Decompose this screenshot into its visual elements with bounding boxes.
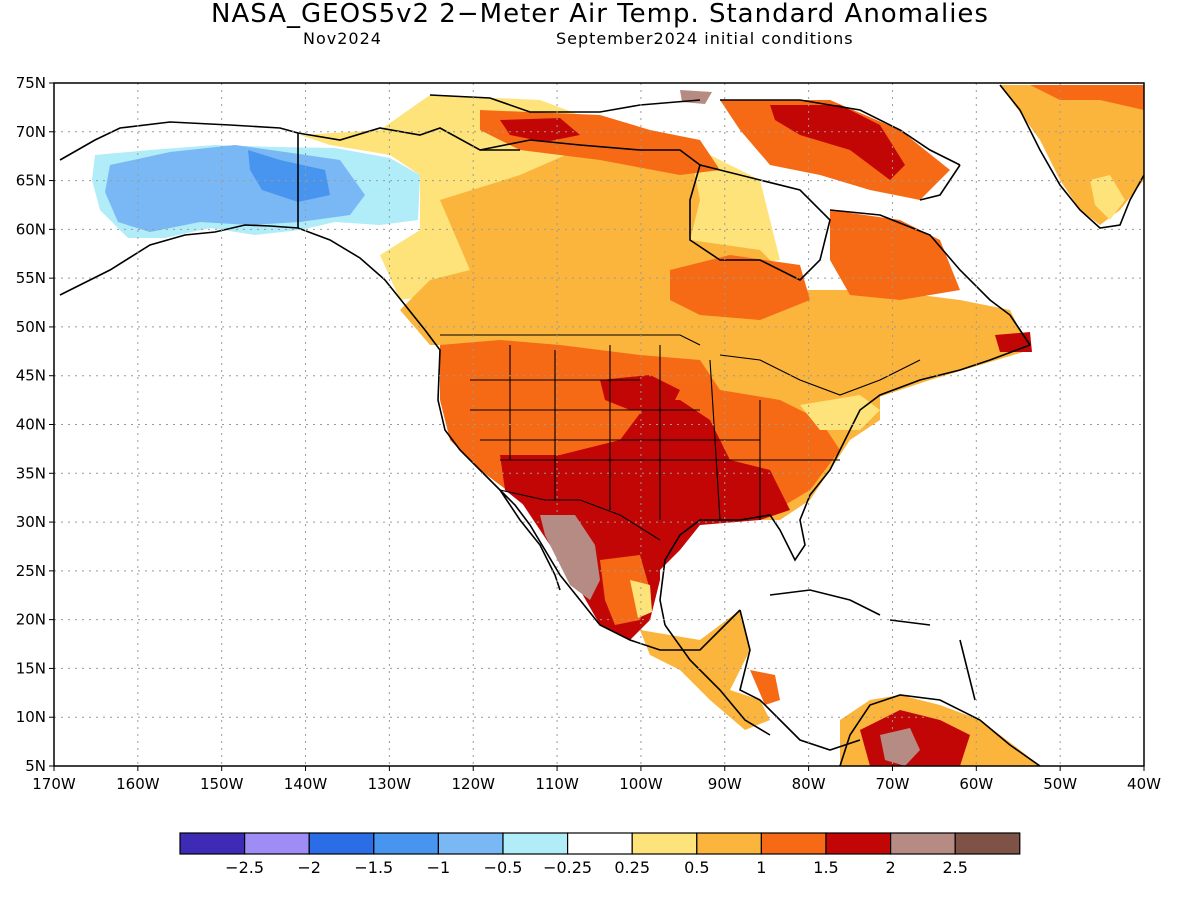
colorbar-swatch (179, 832, 246, 855)
colorbar-label: −1.5 (354, 858, 393, 877)
lon-tick-label: 40W (1127, 775, 1161, 793)
colorbar-swatch (502, 832, 569, 855)
baffin-hot (770, 105, 905, 180)
colorbar-label: 1 (756, 858, 766, 877)
initial-conditions: September2024 initial conditions (556, 29, 854, 48)
lat-tick-label: 50N (16, 318, 46, 336)
lat-tick-label: 45N (16, 367, 46, 385)
greenland-warm (1000, 85, 1144, 225)
lat-tick-label: 30N (16, 513, 46, 531)
longitude-axis: 170W 160W 150W 140W 130W 120W 110W 100W 90W 80W 70… (32, 766, 1161, 793)
colorbar-label: −0.5 (484, 858, 523, 877)
lon-tick-label: 130W (368, 775, 412, 793)
lon-tick-label: 100W (619, 775, 663, 793)
lon-tick-label: 70W (876, 775, 910, 793)
mexico-light-core (630, 580, 652, 618)
alaska-cold-strong (248, 150, 330, 202)
lat-tick-label: 70N (16, 123, 46, 141)
colorbar-swatch (566, 832, 633, 855)
lon-tick-label: 150W (200, 775, 244, 793)
lon-tick-label: 60W (959, 775, 993, 793)
latitude-axis: 75N 70N 65N 60N 55N 50N 45N 40N 35N 30N 25N 20N 15N 1… (16, 74, 54, 775)
south-america-coast (839, 694, 1041, 766)
canada-arctic-coast (297, 94, 961, 228)
hudson-east-warm (830, 210, 960, 300)
colorbar-swatch (696, 832, 762, 855)
labrador-coast (829, 164, 1031, 346)
map-title: NASA_GEOS5v2 2−Meter Air Temp. Standard … (211, 0, 989, 29)
hudson-bay (689, 164, 831, 281)
colorbar-swatch (244, 832, 310, 855)
lon-tick-label: 170W (32, 775, 76, 793)
state-lines (470, 345, 840, 521)
lat-tick-label: 10N (16, 708, 46, 726)
lon-tick-label: 140W (284, 775, 328, 793)
greenland-light (1090, 175, 1125, 220)
lat-tick-label: 60N (16, 220, 46, 238)
colorbar-label: 2 (886, 858, 896, 877)
colorbar-label: 0.5 (684, 858, 709, 877)
lon-tick-label: 90W (708, 775, 742, 793)
colorbar-swatch (437, 832, 504, 855)
anomaly-field (92, 85, 1144, 766)
lat-tick-label: 5N (25, 757, 46, 775)
colorbar-swatch (631, 832, 698, 855)
colorbar-swatch (954, 832, 1021, 855)
lat-tick-label: 25N (16, 562, 46, 580)
south-america-brown (880, 728, 920, 766)
colorbar-label: 0.25 (614, 858, 650, 877)
colorbar-label: 1.5 (813, 858, 838, 877)
central-america-warm (640, 610, 770, 730)
us-east-coast (659, 344, 1031, 626)
lon-tick-label: 80W (792, 775, 826, 793)
central-america-coast (664, 609, 861, 751)
colorbar-label: −2.5 (225, 858, 264, 877)
colorbar-label: −2 (297, 858, 321, 877)
mexico-brown (540, 515, 600, 600)
colorbar-label: −0.25 (543, 858, 592, 877)
central-america-hot (750, 670, 780, 705)
colorbar-swatch (308, 832, 375, 855)
colorbar-label: −1 (427, 858, 451, 877)
caribbean-islands (769, 589, 976, 701)
lat-tick-label: 65N (16, 172, 46, 190)
forecast-month: Nov2024 (303, 29, 382, 48)
lat-tick-label: 20N (16, 611, 46, 629)
coastlines (59, 84, 1144, 766)
colorbar: −2.5 −2 −1.5 −1 −0.5 −0.25 0.25 0.5 1 1.5 2 2.5 (179, 832, 1021, 877)
lon-tick-label: 110W (535, 775, 579, 793)
arctic-islands-hot (500, 118, 580, 142)
colorbar-swatch (760, 832, 827, 855)
lat-tick-label: 75N (16, 74, 46, 92)
gridlines (54, 83, 1144, 766)
lat-tick-label: 55N (16, 269, 46, 287)
colorbar-swatch (825, 832, 892, 855)
colorbar-label: 2.5 (942, 858, 967, 877)
central-canada-warm (670, 255, 810, 320)
colorbar-swatch (373, 832, 439, 855)
lon-tick-label: 160W (116, 775, 160, 793)
lat-tick-label: 40N (16, 416, 46, 434)
newfoundland-hot (995, 332, 1032, 352)
greenland-coast (999, 84, 1144, 229)
political-boundaries (440, 334, 921, 541)
lon-tick-label: 50W (1043, 775, 1077, 793)
greenland-hot (1030, 85, 1144, 110)
colorbar-swatch (889, 832, 956, 855)
us-canada-border (440, 334, 921, 396)
lat-tick-label: 15N (16, 659, 46, 677)
northeast-light (800, 395, 880, 430)
us-mexico-border (499, 489, 661, 541)
lon-tick-label: 120W (451, 775, 495, 793)
lat-tick-label: 35N (16, 464, 46, 482)
